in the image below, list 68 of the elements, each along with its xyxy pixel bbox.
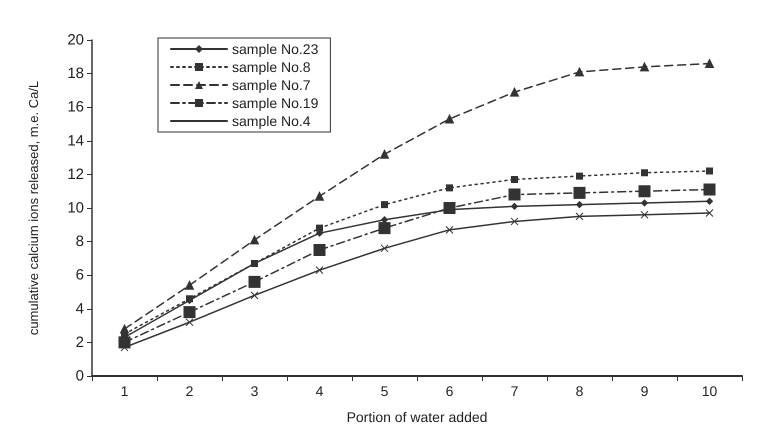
point [640,210,648,219]
y-tick-label: 6 [76,266,84,284]
point [511,176,518,183]
point [704,184,716,196]
point [576,201,583,208]
x-tick-label: 6 [446,383,454,399]
point [510,88,519,97]
point [378,222,390,234]
point [445,114,454,124]
point [316,266,324,274]
point [576,212,584,220]
point [706,209,714,218]
y-tick-label: 20 [67,32,84,48]
legend-label: sample No.19 [232,95,319,111]
point [638,185,650,198]
x-axis-title: Portion of water added [346,409,488,425]
point [444,202,456,214]
y-tick-label: 12 [67,166,84,183]
point [706,168,713,175]
point [250,291,258,300]
point [641,169,648,176]
point [314,244,326,256]
point [185,280,194,290]
y-tick-label: 4 [76,300,84,318]
legend-label: sample No.7 [232,77,311,93]
x-tick-label: 2 [186,383,194,399]
point [250,235,259,244]
legend-label: sample No.23 [232,41,319,57]
y-axis-title: cumulative calcium ions released, m.e. Ca/L [26,80,41,336]
point [575,67,584,76]
point [576,172,583,180]
y-tick-label: 18 [67,65,84,82]
point [511,202,518,210]
y-tick-label: 10 [67,200,84,216]
x-tick-label: 1 [120,383,129,399]
point [574,186,586,199]
y-tick-label: 2 [76,334,84,351]
point [184,306,196,318]
point [446,226,454,234]
x-tick-label: 5 [380,383,389,399]
point [315,192,324,201]
point [446,184,453,192]
point [186,318,194,326]
y-tick-label: 14 [67,132,84,150]
point [706,198,713,205]
point [641,199,648,206]
point [510,217,518,226]
legend-label: sample No.4 [232,113,311,129]
point [640,62,649,72]
x-tick-label: 8 [576,383,584,399]
y-tick-label: 16 [67,98,84,116]
point [381,201,388,208]
point [118,336,130,348]
x-tick-label: 10 [702,383,718,399]
point [248,276,260,288]
point [120,324,129,334]
point [380,150,389,159]
point [705,59,714,68]
y-tick-label: 8 [76,233,84,250]
point [508,188,520,201]
x-tick-label: 3 [250,383,259,399]
x-tick-label: 9 [640,383,649,399]
x-tick-label: 4 [316,383,324,399]
point [380,244,388,252]
point [316,224,323,232]
y-tick-label: 0 [76,368,84,384]
x-tick-label: 7 [510,383,519,399]
legend-label: sample No.8 [232,59,311,75]
